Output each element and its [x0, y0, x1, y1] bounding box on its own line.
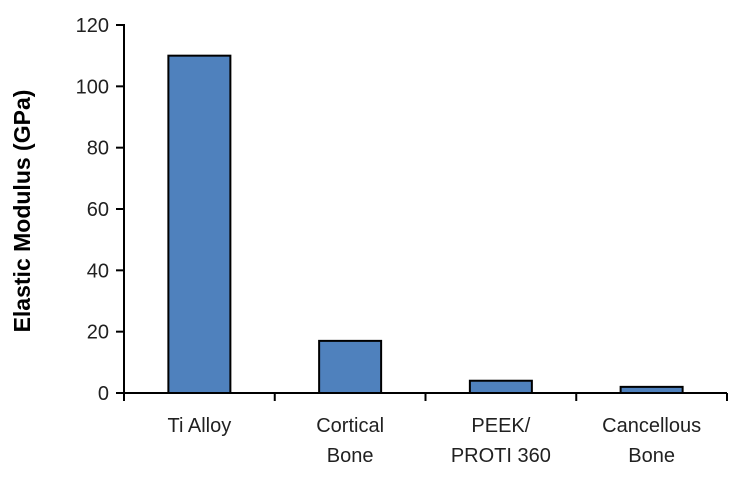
y-tick-label: 80	[87, 138, 109, 160]
y-tick-label: 0	[98, 383, 109, 405]
category-label-line: Cancellous	[602, 415, 701, 437]
x-category-label-peek-proti-360: PEEK/PROTI 360	[451, 415, 551, 467]
x-category-label-cancellous-bone: Cancellous Bone	[602, 415, 701, 467]
bar-peek-proti-360	[468, 379, 533, 395]
category-label-line: PROTI 360	[451, 445, 551, 467]
category-label-line: PEEK/	[471, 415, 530, 437]
y-tick-label: 60	[87, 199, 109, 221]
y-tick-label: 40	[87, 260, 109, 282]
category-label-line: Ti Alloy	[168, 415, 232, 437]
bar-ti-alloy	[167, 54, 232, 395]
x-category-label-ti-alloy: Ti Alloy	[168, 415, 232, 437]
bar-cortical-bone	[318, 339, 383, 395]
category-label-line: Bone	[628, 445, 675, 467]
x-category-label-cortical-bone: Cortical Bone	[316, 415, 384, 467]
y-tick-label: 100	[76, 76, 109, 98]
category-label-line: Bone	[327, 445, 374, 467]
y-tick-label: 20	[87, 322, 109, 344]
category-label-line: Cortical	[316, 415, 384, 437]
y-tick-label: 120	[76, 15, 109, 37]
bar-cancellous-bone	[619, 385, 684, 395]
